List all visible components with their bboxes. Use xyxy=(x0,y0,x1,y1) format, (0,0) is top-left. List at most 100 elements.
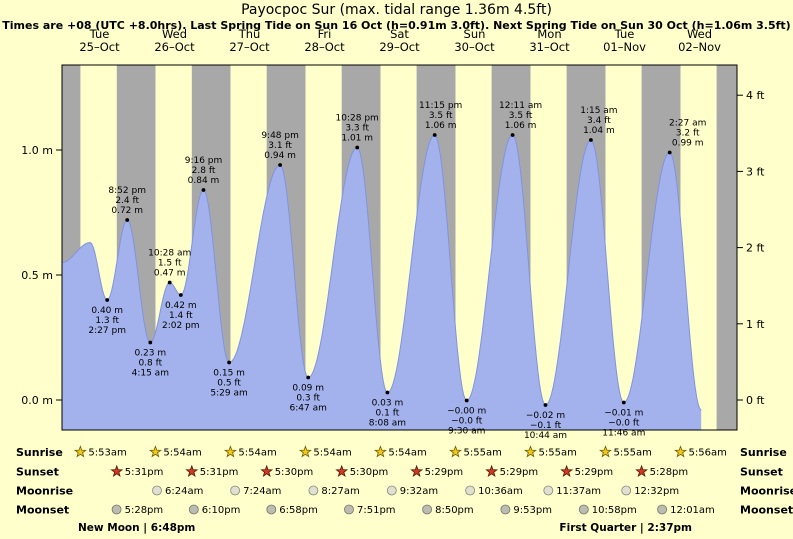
tide-extreme-dot xyxy=(432,133,437,137)
sunrise-star-icon xyxy=(148,445,162,458)
sunset-star-icon xyxy=(260,464,274,477)
moonset-time: 5:28pm xyxy=(125,505,164,516)
tide-extreme-label: 0.40 m xyxy=(91,306,123,316)
sunrise-star-icon xyxy=(449,445,462,458)
moonset-moon-icon xyxy=(188,504,199,515)
sunrise-time: 5:54am xyxy=(238,448,276,459)
day-label-weekday: Thu xyxy=(238,27,261,41)
day-label-weekday: Tue xyxy=(89,27,110,41)
ft-axis-label: 0 ft xyxy=(746,394,765,407)
moonset-time: 8:50pm xyxy=(435,505,474,516)
sunrise-star-icon xyxy=(298,445,312,458)
tide-extreme-label: −0.01 m xyxy=(604,409,643,419)
tide-extreme-label: 4:15 am xyxy=(132,369,169,379)
tide-extreme-label: 1.4 ft xyxy=(169,311,193,321)
row-label-moonrise-left: Moonrise xyxy=(16,485,73,498)
tide-extreme-dot xyxy=(621,400,626,405)
tide-extreme-dot xyxy=(227,360,232,365)
tide-extreme-label: 1:15 am xyxy=(580,106,617,116)
tide-extreme-label: 3.2 ft xyxy=(676,129,700,139)
tide-extreme-label: 0.09 m xyxy=(292,384,324,394)
tide-extreme-label: −0.1 ft xyxy=(530,421,562,431)
day-label-weekday: Sat xyxy=(390,27,409,41)
tide-extreme-label: 10:44 am xyxy=(524,431,567,441)
tide-extreme-dot xyxy=(105,298,110,302)
sunset-star-icon xyxy=(335,464,349,477)
sunrise-star-icon xyxy=(599,445,612,458)
sunset-time: 5:29pm xyxy=(425,467,464,478)
tide-extreme-label: 3.1 ft xyxy=(268,141,292,151)
day-label-date: 02–Nov xyxy=(678,40,721,54)
day-label-date: 29–Oct xyxy=(379,40,420,54)
tide-extreme-label: 9:16 pm xyxy=(185,156,223,166)
tide-extreme-label: 1.04 m xyxy=(583,126,615,136)
tide-extreme-label: 5:29 am xyxy=(210,389,247,399)
ft-axis-label: 4 ft xyxy=(746,89,765,102)
m-axis-label: 0.0 m xyxy=(21,394,53,407)
tide-extreme-dot xyxy=(201,188,206,192)
moonrise-moon-icon xyxy=(152,485,162,496)
tide-extreme-label: 3.4 ft xyxy=(587,116,611,126)
moonset-moon-icon xyxy=(657,504,667,515)
moonset-moon-icon xyxy=(422,504,433,515)
moonset-time: 12:01am xyxy=(670,505,715,516)
moonrise-time: 10:36am xyxy=(478,486,523,497)
day-label-date: 26–Oct xyxy=(154,40,195,54)
ft-axis-label: 2 ft xyxy=(746,242,765,255)
tide-extreme-label: −0.0 ft xyxy=(451,417,483,427)
ft-axis-label: 3 ft xyxy=(746,165,765,178)
tide-extreme-label: 2:27 am xyxy=(669,119,706,129)
tide-extreme-label: 11:46 am xyxy=(602,429,645,439)
moonrise-time: 7:24am xyxy=(243,486,281,497)
tide-extreme-label: 0.72 m xyxy=(111,206,143,216)
sunrise-time: 5:56am xyxy=(689,448,727,459)
moonset-moon-icon xyxy=(111,504,122,515)
row-label-moonset-right: Moonset xyxy=(740,504,793,517)
sunrise-star-icon xyxy=(373,445,387,458)
moonrise-time: 12:32pm xyxy=(634,486,679,497)
tide-extreme-label: −0.00 m xyxy=(447,407,486,417)
sunrise-time: 5:55am xyxy=(464,448,502,459)
tide-extreme-label: 0.3 ft xyxy=(296,394,320,404)
sunset-star-icon xyxy=(485,464,499,477)
moonrise-moon-icon xyxy=(543,485,554,496)
tide-extreme-dot xyxy=(510,133,515,137)
page-subtitle: Times are +08 (UTC +8.0hrs). Last Spring… xyxy=(2,19,791,32)
tide-extreme-dot xyxy=(385,390,390,395)
moonrise-moon-icon xyxy=(386,485,397,496)
row-label-moonset-left: Moonset xyxy=(16,504,69,517)
tide-extreme-dot xyxy=(355,145,360,150)
moonset-time: 9:53pm xyxy=(513,505,552,516)
tide-extreme-label: 2:02 pm xyxy=(162,321,200,331)
tide-area xyxy=(62,135,702,430)
row-label-sunset-left: Sunset xyxy=(16,466,59,479)
tide-extreme-label: 2:27 pm xyxy=(88,326,126,336)
tide-extreme-label: 0.8 ft xyxy=(138,359,162,369)
sunset-time: 5:29pm xyxy=(500,467,539,478)
tide-extreme-label: 8:08 am xyxy=(369,419,406,429)
moonrise-moon-icon xyxy=(465,485,476,496)
tide-extreme-label: 12:11 am xyxy=(499,101,542,111)
tide-extreme-label: 11:15 pm xyxy=(419,101,462,111)
sunrise-star-icon xyxy=(524,445,537,458)
tide-extreme-label: 0.03 m xyxy=(372,399,404,409)
tide-extreme-label: 1.3 ft xyxy=(95,316,119,326)
tide-extreme-dot xyxy=(178,293,183,297)
sunset-star-icon xyxy=(560,464,574,477)
day-label-date: 30–Oct xyxy=(454,40,495,54)
tide-extreme-dot xyxy=(589,138,593,142)
tide-extreme-label: 9:30 am xyxy=(448,427,485,437)
first-quarter-note: First Quarter | 2:37pm xyxy=(559,522,692,534)
tide-extreme-label: 0.99 m xyxy=(672,139,704,149)
day-label-date: 27–Oct xyxy=(229,40,270,54)
moonset-moon-icon xyxy=(500,504,511,515)
tide-extreme-dot xyxy=(125,218,130,222)
moonrise-moon-icon xyxy=(230,485,241,496)
row-label-sunrise-left: Sunrise xyxy=(16,446,63,459)
moonset-time: 7:51pm xyxy=(357,505,396,516)
tide-extreme-label: 1.5 ft xyxy=(158,259,182,269)
ft-axis-label: 1 ft xyxy=(746,318,765,331)
tide-extreme-label: 0.23 m xyxy=(134,349,166,359)
row-label-sunset-right: Sunset xyxy=(740,466,783,479)
